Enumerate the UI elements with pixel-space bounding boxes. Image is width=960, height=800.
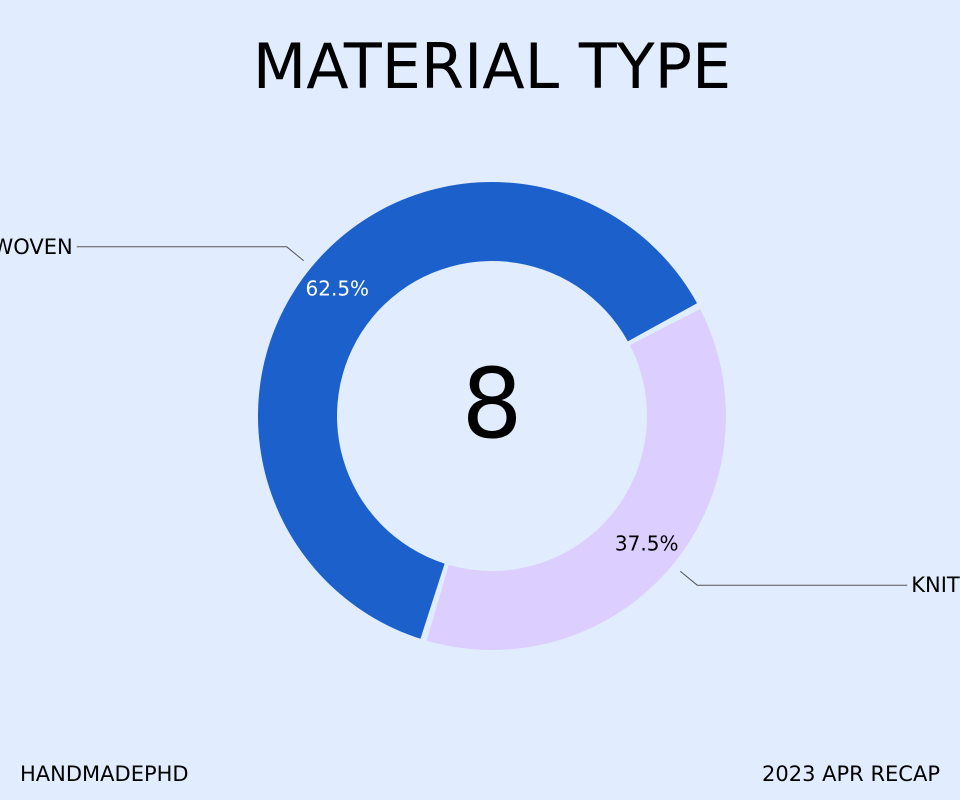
leader-line-group bbox=[76, 246, 908, 586]
chart-title: MATERIAL TYPE bbox=[253, 30, 731, 103]
leader-line-knit bbox=[679, 570, 908, 586]
footer-brand: HANDMADEPHD bbox=[20, 762, 189, 786]
leader-line-woven bbox=[76, 246, 305, 262]
slice-woven bbox=[258, 182, 698, 639]
slice-value-label-woven: 62.5% bbox=[306, 276, 370, 300]
category-label-knit: KNIT bbox=[911, 573, 960, 597]
footer-recap-label: 2023 APR RECAP bbox=[762, 762, 940, 786]
slice-value-label-knit: 37.5% bbox=[615, 532, 679, 556]
slice-group bbox=[258, 182, 726, 650]
label-group: 62.5% WOVEN 37.5% KNIT bbox=[0, 235, 960, 597]
center-total: 8 bbox=[461, 348, 522, 460]
category-label-woven: WOVEN bbox=[0, 235, 73, 259]
slice-knit bbox=[426, 309, 726, 650]
